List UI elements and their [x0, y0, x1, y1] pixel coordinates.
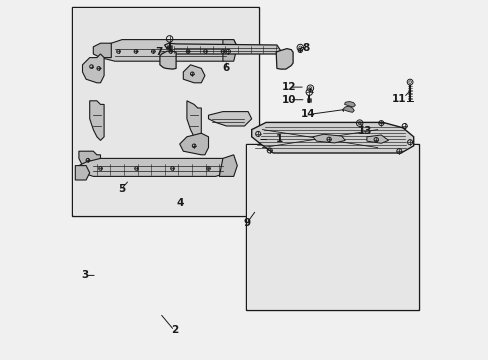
- Polygon shape: [179, 133, 208, 155]
- Bar: [247, 145, 417, 309]
- Bar: [246, 144, 418, 310]
- Polygon shape: [89, 101, 104, 140]
- Text: 12: 12: [281, 82, 296, 92]
- Polygon shape: [223, 40, 237, 61]
- Text: 8: 8: [302, 42, 309, 53]
- Polygon shape: [312, 134, 345, 143]
- Text: 9: 9: [243, 218, 250, 228]
- Text: 13: 13: [357, 126, 371, 136]
- Polygon shape: [75, 166, 89, 180]
- Text: 1: 1: [276, 134, 283, 144]
- Polygon shape: [160, 51, 176, 69]
- Text: 3: 3: [81, 270, 89, 280]
- Text: 7: 7: [155, 47, 162, 57]
- Polygon shape: [219, 155, 237, 176]
- Polygon shape: [101, 40, 237, 61]
- Text: 4: 4: [176, 198, 183, 208]
- Polygon shape: [79, 151, 101, 173]
- Polygon shape: [93, 43, 111, 58]
- Polygon shape: [342, 106, 354, 112]
- Bar: [72, 7, 258, 216]
- Polygon shape: [366, 135, 387, 143]
- Text: 10: 10: [282, 95, 296, 105]
- Text: 2: 2: [170, 325, 178, 336]
- Polygon shape: [183, 65, 204, 83]
- Bar: [73, 8, 257, 215]
- Polygon shape: [276, 49, 292, 69]
- Polygon shape: [79, 158, 230, 176]
- Text: 14: 14: [301, 109, 315, 120]
- Polygon shape: [251, 122, 413, 153]
- Polygon shape: [186, 101, 201, 140]
- Polygon shape: [208, 112, 251, 126]
- Text: 5: 5: [118, 184, 125, 194]
- Polygon shape: [164, 43, 280, 54]
- Text: 11: 11: [391, 94, 406, 104]
- Polygon shape: [344, 102, 355, 107]
- Polygon shape: [82, 54, 104, 83]
- Text: 6: 6: [223, 63, 230, 73]
